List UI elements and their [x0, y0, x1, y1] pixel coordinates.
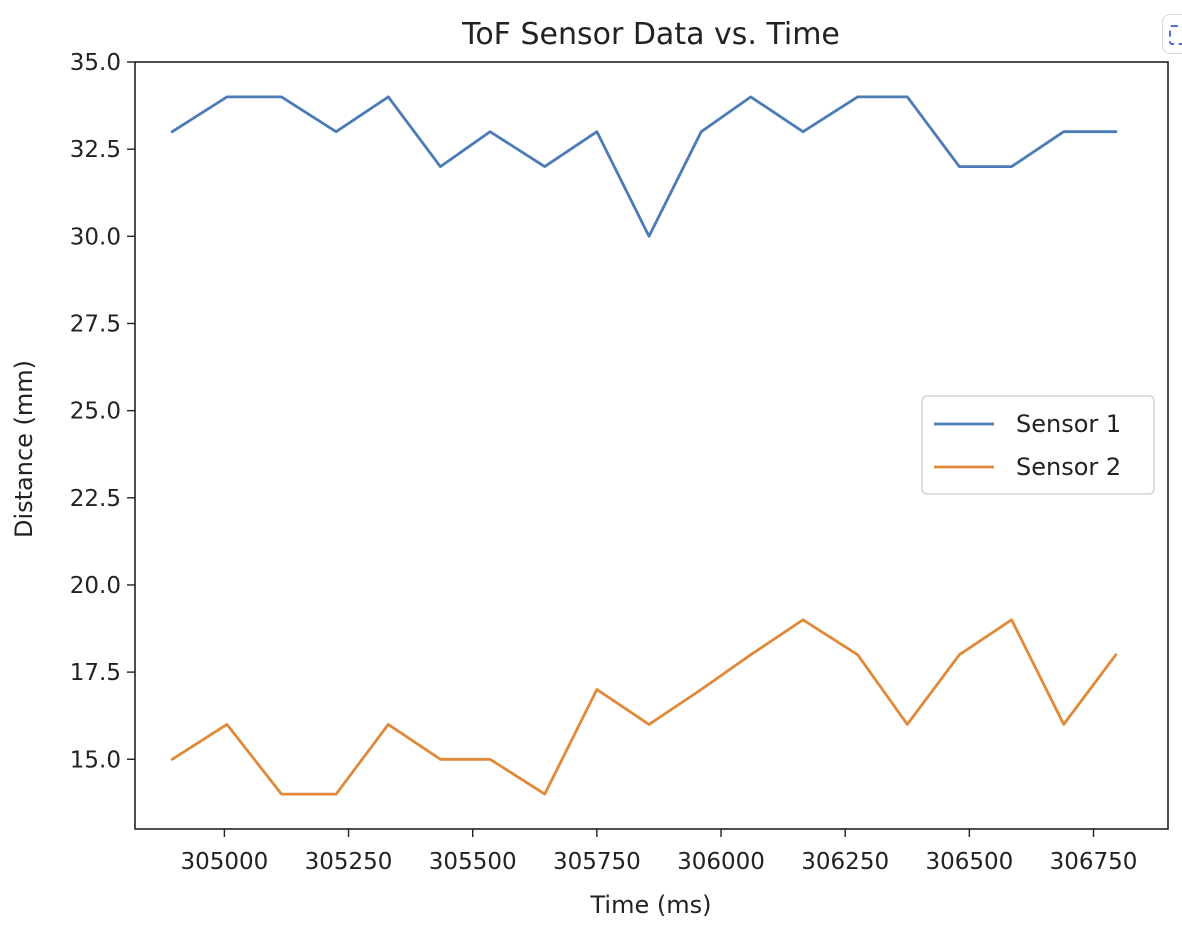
legend-label: Sensor 2 — [1016, 453, 1121, 481]
y-tick-label: 25.0 — [70, 399, 121, 425]
plot-frame — [134, 61, 1169, 830]
y-axis-title: Distance (mm) — [10, 360, 38, 538]
y-tick-label: 17.5 — [70, 660, 121, 686]
x-tick-label: 305500 — [429, 849, 517, 875]
x-tick-label: 306250 — [801, 849, 889, 875]
x-tick-label: 305250 — [305, 849, 393, 875]
legend-label: Sensor 1 — [1016, 410, 1121, 438]
y-tick-label: 20.0 — [70, 573, 121, 599]
y-tick-label: 27.5 — [70, 311, 121, 337]
legend-box — [921, 395, 1155, 495]
legend: Sensor 1 Sensor 2 — [921, 395, 1155, 495]
plot-area: 15.0 17.5 20.0 22.5 25.0 27.5 30.0 32.5 35.0 3050… — [70, 50, 1138, 875]
x-tick-label: 306750 — [1050, 849, 1138, 875]
series-line-sensor-1 — [170, 95, 1118, 238]
x-axis-title: Time (ms) — [590, 891, 712, 919]
y-tick-label: 35.0 — [70, 50, 121, 76]
y-tick-label: 32.5 — [70, 137, 121, 163]
x-tick-label: 305750 — [553, 849, 641, 875]
x-tick-label: 306000 — [677, 849, 765, 875]
y-tick-label: 30.0 — [70, 224, 121, 250]
y-tick-label: 15.0 — [70, 747, 121, 773]
series-line-sensor-2 — [170, 618, 1118, 796]
chart-title: ToF Sensor Data vs. Time — [461, 17, 840, 52]
x-tick-label: 306500 — [925, 849, 1013, 875]
x-tick-label: 305000 — [180, 849, 268, 875]
y-tick-label: 22.5 — [70, 486, 121, 512]
expand-image-icon[interactable] — [1162, 14, 1182, 54]
